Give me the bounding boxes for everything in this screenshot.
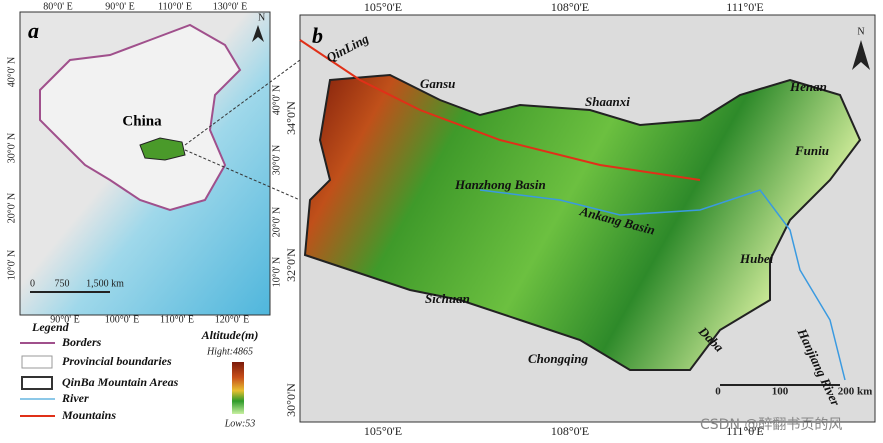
tick-label: 40°0' N [6,57,17,88]
legend-label: Mountains [61,408,116,422]
tick-label: 111°0'E [726,424,763,438]
tick-label: 90°0' E [50,314,79,325]
tick-label: 20°0' N [6,193,17,224]
scale-label: 100 [772,386,789,398]
legend-label: Borders [61,335,102,349]
tick-label: 105°0'E [364,0,402,14]
place-label: Sichuan [425,291,470,306]
tick-label: 30°0' N [271,145,282,176]
scale-label: 0 [715,386,721,398]
tick-label: 105°0'E [364,424,402,438]
panel-label: a [28,18,39,43]
tick-label: 10°0' N [6,250,17,281]
tick-label: 130°0' E [213,1,247,12]
qinba-inset [139,137,186,161]
tick-label: 110°0' E [160,314,194,325]
scale-label: 1,500 km [86,278,124,289]
north-arrow [852,40,870,70]
tick-label: 80°0' E [43,1,72,12]
north-label: N [258,12,265,23]
tick-label: 32°0'N [284,248,298,282]
river [479,189,846,381]
mountain-line [299,39,701,181]
legend-label: Provincial boundaries [62,354,172,368]
tick-label: 108°0'E [551,424,589,438]
tick-label: 30°0' N [6,133,17,164]
place-label: Hubei [739,251,774,266]
panel-label: b [312,23,323,48]
north-label: N [857,26,864,37]
tick-label: 110°0' E [158,1,192,12]
place-label: Henan [789,79,827,94]
altitude-bar [232,362,244,414]
tick-label: 111°0'E [726,0,763,14]
legend-label: River [61,391,89,405]
altitude-high: Hight:4865 [206,346,253,357]
place-label: Hanzhong Basin [454,177,546,192]
place-label: Shaanxi [585,94,630,109]
tick-label: 10°0' N [271,257,282,288]
scale-label: 200 km [838,386,873,398]
country-label: China [122,113,162,129]
tick-label: 20°0' N [271,207,282,238]
tick-label: 120°0' E [215,314,249,325]
tick-label: 34°0'N [284,101,298,135]
tick-label: 100°0' E [105,314,139,325]
altitude-title: Altitude(m) [201,328,259,342]
zoom-line [184,149,301,201]
legend-swatch [21,376,53,390]
zoom-line [184,59,301,146]
north-arrow [252,25,264,42]
legend-title: Legend [31,320,70,334]
tick-label: 30°0'N [284,383,298,417]
legend-label: QinBa Mountain Areas [62,375,179,389]
place-label: Funiu [794,143,829,158]
legend-swatch [21,355,53,369]
watermark: CSDN @醉翻书页的风 [700,417,842,433]
place-label: Chongqing [528,351,588,366]
qinba-area [303,73,862,371]
tick-label: 40°0' N [271,85,282,116]
altitude-low: Low:53 [224,418,256,429]
tick-label: 90°0' E [105,1,134,12]
scale-label: 0 [30,278,35,289]
china-border [39,23,242,212]
scale-label: 750 [55,278,70,289]
place-label: Gansu [420,76,455,91]
tick-label: 108°0'E [551,0,589,14]
